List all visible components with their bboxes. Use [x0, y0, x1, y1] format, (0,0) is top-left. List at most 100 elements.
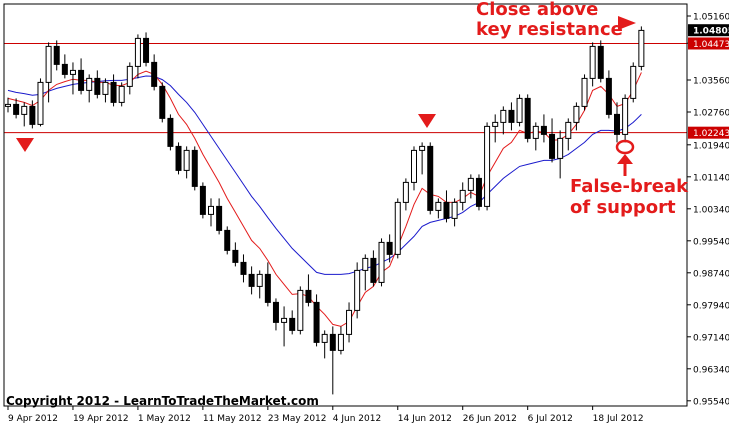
candle [532, 122, 539, 151]
candle [159, 82, 166, 123]
y-tick-label: 1.01940 [693, 141, 729, 151]
annotation-support-line2: of support [570, 197, 676, 218]
candle-body-bear [443, 201, 450, 219]
candle [378, 238, 385, 287]
candle [118, 82, 125, 107]
candle [61, 54, 68, 79]
candle-body-bull [467, 177, 474, 191]
candle-body-bear [605, 77, 612, 115]
y-tick-label: 1.00340 [693, 205, 729, 215]
candle-body-bull [419, 145, 426, 151]
support-arrow-icon [617, 154, 633, 164]
x-tick-label: 23 May 2012 [268, 414, 327, 424]
plot-frame [3, 3, 688, 407]
candle [183, 146, 190, 179]
candle [86, 74, 93, 103]
candle [126, 62, 133, 95]
candle-body-bull [484, 125, 491, 207]
candle [224, 226, 231, 255]
candle-body-bear [53, 45, 60, 65]
level-price-label: 1.04473 [693, 40, 729, 50]
candle [69, 62, 76, 95]
candle [134, 34, 141, 79]
candle-body-bull [354, 269, 361, 311]
candle-body-bull [362, 257, 369, 271]
candles-layer [5, 26, 645, 395]
candle [216, 198, 223, 235]
candle [248, 266, 255, 295]
candle-body-bull [86, 77, 93, 91]
candle-body-bull [630, 65, 637, 99]
y-tick-label: 0.97940 [693, 301, 729, 311]
candle [573, 102, 580, 131]
candle-body-bear [175, 145, 182, 171]
candle-body-bear [329, 333, 336, 351]
candle-body-bull [337, 333, 344, 351]
false-break-circle-icon [615, 139, 635, 155]
candle-body-bull [516, 97, 523, 123]
level-price-tag [688, 126, 729, 139]
x-tick-label: 9 Apr 2012 [8, 414, 58, 424]
candle-body-bear [159, 85, 166, 119]
candle [94, 70, 101, 99]
candle-body-bear [508, 109, 515, 123]
candle-body-bear [191, 149, 198, 187]
candle [110, 74, 117, 107]
candle-body-bear [143, 37, 150, 63]
candle-body-bear [264, 273, 271, 303]
candle [45, 42, 52, 103]
x-tick-label: 6 Jul 2012 [528, 414, 573, 424]
candle-body-bull [394, 201, 401, 255]
candle [467, 174, 474, 199]
y-axis: 1.051601.044801.035601.027601.019401.011… [687, 13, 729, 407]
candle [597, 40, 604, 83]
x-tick-label: 1 May 2012 [138, 414, 191, 424]
candle-body-bear [305, 289, 312, 303]
middle-marker-arrow-icon [418, 114, 436, 128]
candle-body-bear [313, 301, 320, 343]
candle [622, 94, 629, 143]
candle [427, 142, 434, 215]
x-tick-label: 14 Jun 2012 [398, 414, 452, 424]
candle-body-bear [427, 145, 434, 211]
candle-body-bull [126, 65, 133, 87]
candle [208, 198, 214, 227]
annotation-support: False-break of support [570, 139, 689, 218]
candle-body-bear [216, 205, 223, 231]
candle [362, 254, 369, 291]
candle [167, 114, 174, 151]
candle-body-bear [370, 257, 377, 283]
candle [492, 114, 499, 143]
candle-body-bull [346, 309, 353, 335]
candle-body-bull [500, 109, 507, 123]
candle [13, 98, 20, 119]
candle [451, 198, 458, 227]
candle [540, 114, 547, 143]
candle-body-bull [435, 201, 442, 211]
candle-body-bull [21, 105, 28, 115]
resistance-arrow-icon [618, 16, 636, 30]
candle [78, 58, 85, 95]
candle [337, 326, 344, 355]
x-tick-label: 18 Jul 2012 [593, 414, 644, 424]
candle [443, 190, 450, 223]
candle [516, 94, 523, 127]
candle [5, 97, 11, 113]
candle [549, 118, 556, 163]
candle-body-bull [589, 45, 596, 79]
candle-body-bull [45, 45, 52, 83]
candle-body-bull [581, 77, 588, 107]
candle-body-bear [597, 45, 604, 79]
candle-body-bull [557, 137, 564, 159]
candle [508, 102, 515, 131]
candle-body-bear [224, 229, 231, 251]
candle-body-bear [94, 77, 101, 95]
candle [175, 142, 182, 175]
candle [411, 146, 417, 191]
current-price-label: 1.04805 [693, 27, 729, 37]
candle [199, 182, 206, 219]
candle-body-bull [118, 85, 125, 103]
candle [394, 198, 401, 259]
candle [102, 78, 109, 103]
